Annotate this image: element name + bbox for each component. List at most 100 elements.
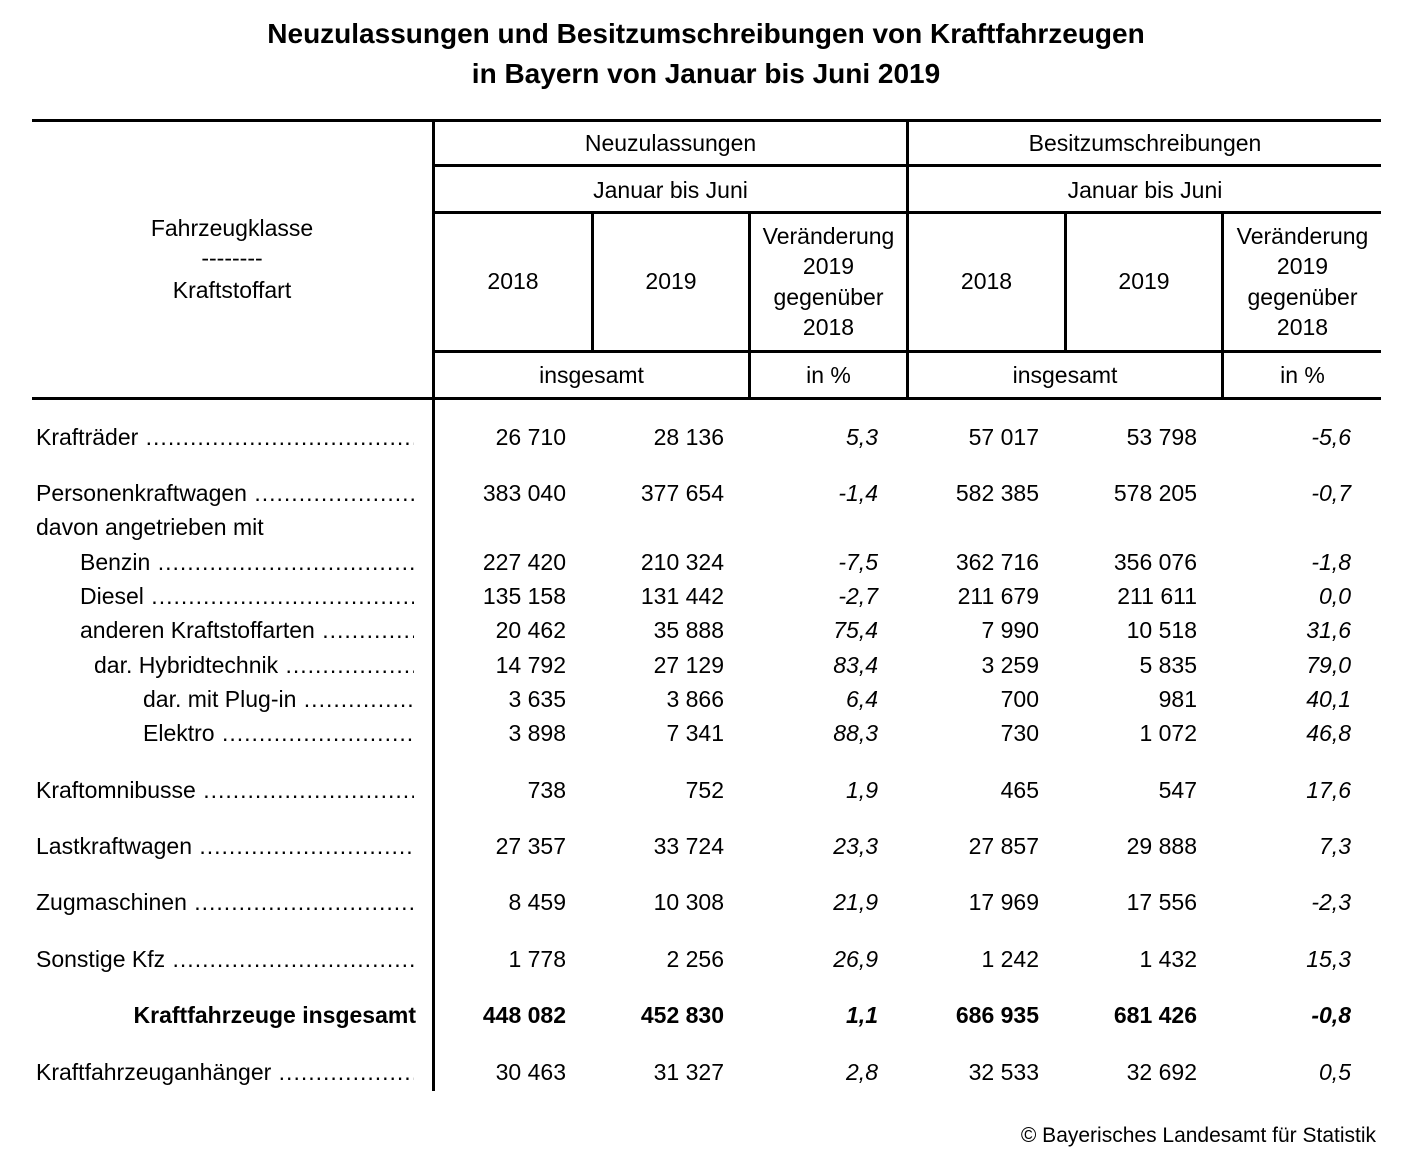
row-label-text: Lastkraftwagen <box>36 833 192 859</box>
change-header-a-3: gegenüber <box>773 284 884 310</box>
table-cell: 3 898 <box>508 720 566 746</box>
table-cell: 14 792 <box>495 652 566 678</box>
table-cell: 17 969 <box>968 889 1039 915</box>
row-label-text: Kraftomnibusse <box>36 777 196 803</box>
group-header-neuzulassungen: Neuzulassungen <box>584 130 757 156</box>
table-cell: 27 129 <box>653 652 724 678</box>
row-label: Krafträder .............................… <box>36 423 414 451</box>
table-cell: 752 <box>685 777 724 803</box>
table-cell: 20 462 <box>495 617 566 643</box>
title-line-1: Neuzulassungen und Besitzumschreibungen … <box>267 18 1145 49</box>
table-cell: 2,8 <box>846 1059 878 1085</box>
change-header-b-1: Veränderung <box>1236 223 1369 249</box>
table-cell: 1,9 <box>846 777 878 803</box>
stub-header-1: Fahrzeugklasse <box>150 215 314 241</box>
table-cell: 83,4 <box>833 652 878 678</box>
table-cell: 46,8 <box>1306 720 1351 746</box>
table-cell: 33 724 <box>653 833 724 859</box>
table-cell: 7,3 <box>1319 833 1351 859</box>
table-cell: 8 459 <box>508 889 566 915</box>
table-cell: 32 692 <box>1126 1059 1197 1085</box>
table-cell: 10 518 <box>1126 617 1197 643</box>
table-cell: 210 324 <box>640 549 724 575</box>
table-cell: 40,1 <box>1306 686 1351 712</box>
row-label-text: dar. mit Plug-in <box>143 686 297 712</box>
table-cell: 7 990 <box>981 617 1039 643</box>
row-label: Zugmaschinen ...........................… <box>36 888 414 916</box>
row-label: Lastkraftwagen .........................… <box>36 832 414 860</box>
table-cell: 0,5 <box>1319 1059 1351 1085</box>
change-header-a-1: Veränderung <box>762 223 895 249</box>
leader-dots: ........................................… <box>254 480 414 506</box>
stub-header-2: -------- <box>201 245 263 271</box>
table-cell: 27 857 <box>968 833 1039 859</box>
table-cell: 465 <box>1000 777 1039 803</box>
table-cell: 211 679 <box>957 583 1039 609</box>
table-cell: 79,0 <box>1306 652 1351 678</box>
table-cell: 26,9 <box>833 946 878 972</box>
table-cell: 700 <box>1000 686 1039 712</box>
row-label: Elektro ................................… <box>143 719 414 747</box>
table-cell: 738 <box>527 777 566 803</box>
leader-dots: ........................................… <box>172 946 414 972</box>
table-cell: 448 082 <box>482 1002 566 1028</box>
col-header-2019-a: 2019 <box>645 268 697 294</box>
table-cell: 15,3 <box>1306 946 1351 972</box>
row-label: Benzin .................................… <box>80 548 414 576</box>
change-header-b-3: gegenüber <box>1247 284 1358 310</box>
col-divider-1 <box>591 211 594 353</box>
table-cell: 3 866 <box>666 686 724 712</box>
table-cell: -5,6 <box>1311 424 1351 450</box>
leader-dots: ........................................… <box>303 686 414 712</box>
table-cell: 3 635 <box>508 686 566 712</box>
table-cell: 28 136 <box>653 424 724 450</box>
leader-dots: ........................................… <box>278 1059 414 1085</box>
table-cell: 2 256 <box>666 946 724 972</box>
table-cell: 10 308 <box>653 889 724 915</box>
table-cell: 35 888 <box>653 617 724 643</box>
table-cell: 1 432 <box>1139 946 1197 972</box>
leader-dots: ........................................… <box>203 777 414 803</box>
col-divider-4 <box>1221 211 1224 400</box>
row-label: Diesel .................................… <box>80 582 414 610</box>
table-cell: 578 205 <box>1113 480 1197 506</box>
table-cell: 377 654 <box>640 480 724 506</box>
table-cell: 21,9 <box>833 889 878 915</box>
table-cell: 17,6 <box>1306 777 1351 803</box>
table-cell: 31,6 <box>1306 617 1351 643</box>
row-label-text: Elektro <box>143 720 215 746</box>
row-label: davon angetrieben mit <box>36 513 414 541</box>
group-header-besitzumschreibungen: Besitzumschreibungen <box>1028 130 1262 156</box>
leader-dots: ........................................… <box>199 833 414 859</box>
table-cell: 227 420 <box>482 549 566 575</box>
unit-header-pct-a: in % <box>806 362 851 388</box>
table-cell: 1 778 <box>508 946 566 972</box>
row-label: Kraftomnibusse .........................… <box>36 776 414 804</box>
row-label-text: davon angetrieben mit <box>36 514 264 540</box>
row-label: dar. mit Plug-in .......................… <box>143 685 414 713</box>
row-label-text: Sonstige Kfz <box>36 946 166 972</box>
table-cell: 23,3 <box>833 833 878 859</box>
table-cell: 29 888 <box>1126 833 1197 859</box>
table-cell: 53 798 <box>1126 424 1197 450</box>
header-bottom-rule <box>32 397 1381 400</box>
table-cell: 135 158 <box>482 583 566 609</box>
leader-dots: ........................................… <box>285 652 414 678</box>
table-cell: 686 935 <box>955 1002 1039 1028</box>
table-cell: -0,7 <box>1311 480 1351 506</box>
table-cell: 131 442 <box>640 583 724 609</box>
col-header-2018-b: 2018 <box>960 268 1013 294</box>
leader-dots: ........................................… <box>157 549 414 575</box>
col-divider-3 <box>1064 211 1067 353</box>
row-label-text: Benzin <box>80 549 151 575</box>
change-header-b-4: 2018 <box>1276 314 1329 340</box>
table-cell: 356 076 <box>1113 549 1197 575</box>
change-header-b-2: 2019 <box>1276 253 1329 279</box>
row-label-text: dar. Hybridtechnik <box>94 652 279 678</box>
table-cell: 681 426 <box>1113 1002 1197 1028</box>
table-cell: 1,1 <box>846 1002 878 1028</box>
table-cell: 27 357 <box>495 833 566 859</box>
col-divider-2 <box>748 211 751 400</box>
table-cell: 5 835 <box>1139 652 1197 678</box>
table-cell: 981 <box>1158 686 1197 712</box>
